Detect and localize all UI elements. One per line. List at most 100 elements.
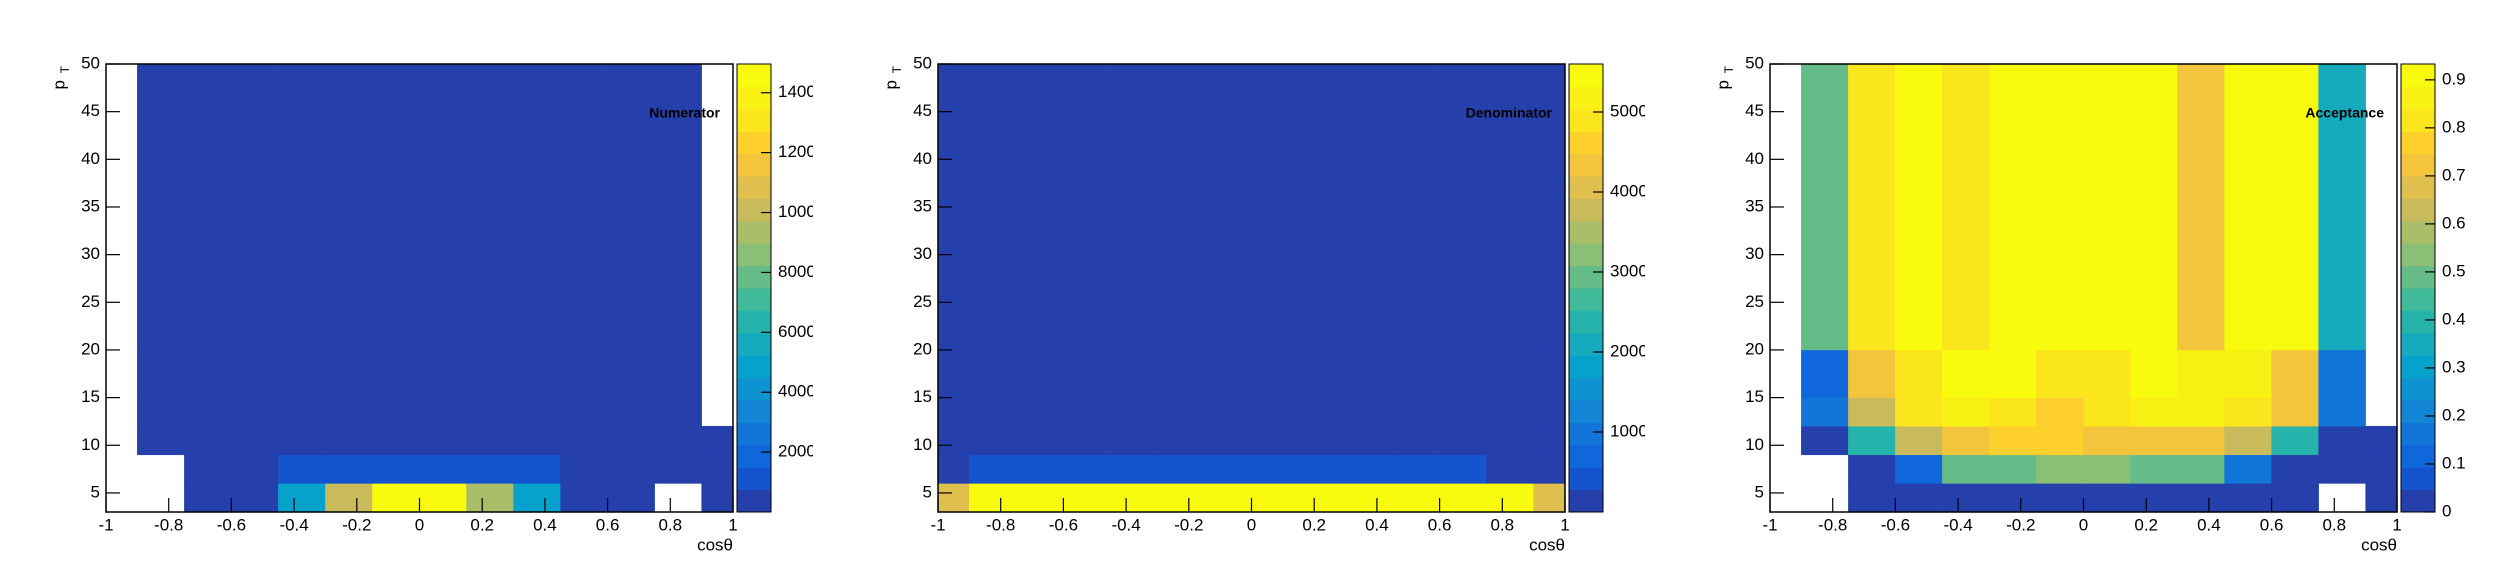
cell (1016, 349, 1064, 398)
x-tick-label: 0.4 (533, 515, 557, 534)
cell (278, 483, 326, 513)
cell (2083, 425, 2131, 456)
cell (184, 63, 232, 351)
x-axis-label: cosθ (1529, 535, 1565, 554)
cell (1895, 425, 1943, 456)
palette-band (1569, 467, 1603, 491)
y-axis-label: p (1713, 80, 1732, 89)
z-tick-label: 0.5 (2442, 261, 2466, 280)
z-tick-label: 40000 (1610, 181, 1657, 200)
palette-band (737, 265, 771, 289)
cell (1157, 397, 1205, 427)
palette-band (1569, 86, 1603, 110)
z-tick-label: 30000 (1610, 261, 1657, 280)
y-tick-label: 40 (913, 149, 932, 168)
cell (466, 483, 514, 513)
y-tick-label: 40 (81, 149, 100, 168)
x-tick-label: -1 (98, 515, 113, 534)
cell (2224, 483, 2272, 513)
palette-band (737, 422, 771, 446)
palette-band (1569, 310, 1603, 334)
cell (2271, 397, 2319, 427)
x-tick-label: -0.4 (1111, 515, 1140, 534)
palette-frame (2400, 63, 2436, 513)
y-tick-label: 25 (1745, 292, 1764, 311)
cell (937, 483, 970, 513)
cell (1345, 397, 1393, 427)
x-tick-label: 0.6 (2260, 515, 2284, 534)
z-tick-label: 2000 (778, 442, 816, 461)
cell (1016, 454, 1064, 484)
cell (1989, 397, 2037, 427)
x-tick-label: -0.2 (1174, 515, 1203, 534)
cell (513, 63, 561, 351)
palette-band (2401, 153, 2435, 177)
x-tick-label: -0.4 (279, 515, 308, 534)
y-tick-label: 5 (91, 482, 100, 501)
cell (560, 425, 608, 456)
x-tick-label: 0.6 (1428, 515, 1452, 534)
cell (278, 63, 326, 351)
palette-band (737, 444, 771, 468)
x-tick-label: -1 (1762, 515, 1777, 534)
palette-band (2401, 377, 2435, 401)
z-tick-label: 14000 (778, 82, 825, 101)
z-tick-label: 20000 (1610, 341, 1657, 360)
cell (1251, 63, 1299, 351)
cell (372, 483, 420, 513)
cell (1157, 454, 1205, 484)
cell (137, 349, 185, 398)
cell (1942, 483, 1990, 513)
palette-band (2401, 176, 2435, 199)
cell (466, 425, 514, 456)
chart-title: Numerator (649, 105, 720, 121)
cell (1016, 63, 1064, 351)
cell (2318, 63, 2366, 351)
cell (1110, 454, 1158, 484)
palette-band (2401, 243, 2435, 267)
panel: -1 -0.8 -0.6 -0.4 -0.2 0 0.2 0.4 0.6 0.8 151015202… (1713, 53, 2465, 554)
cell (969, 454, 1017, 484)
cell (1942, 397, 1990, 427)
cell (969, 425, 1017, 456)
cell (2177, 63, 2225, 351)
y-tick-label: 10 (913, 435, 932, 454)
cell (560, 483, 608, 513)
palette-band (2401, 198, 2435, 222)
cell (2036, 454, 2084, 484)
z-tick-label: 0 (2442, 501, 2451, 520)
y-tick-label: 45 (1745, 101, 1764, 120)
palette-band (737, 176, 771, 199)
cell (419, 63, 467, 351)
palette-band (1569, 400, 1603, 423)
palette-band (2401, 332, 2435, 356)
z-tick-label: 0.7 (2442, 165, 2466, 184)
cell (607, 397, 655, 427)
z-tick-label: 0.2 (2442, 405, 2466, 424)
cell (1016, 483, 1064, 513)
cell (1533, 397, 1566, 427)
cell (560, 349, 608, 398)
cell (1439, 397, 1487, 427)
cell (1392, 454, 1440, 484)
palette-band (737, 489, 771, 513)
cell (1801, 397, 1849, 427)
cell (560, 397, 608, 427)
palette-band (2401, 131, 2435, 155)
cell (1110, 349, 1158, 398)
cell (419, 397, 467, 427)
cell (1345, 454, 1393, 484)
cell (1110, 425, 1158, 456)
cell (2365, 454, 2398, 484)
palette-band (1569, 198, 1603, 222)
z-labels: 2000 4000 6000 8000 10000 12000 14000 (778, 82, 825, 461)
cell (419, 483, 467, 513)
cell (1942, 349, 1990, 398)
y-tick-label: 5 (1755, 482, 1764, 501)
cell (1989, 63, 2037, 351)
z-tick-label: 4000 (778, 382, 816, 401)
cell (513, 425, 561, 456)
z-tick-label: 10000 (778, 202, 825, 221)
x-tick-label: 1 (2392, 515, 2401, 534)
y-tick-label: 20 (1745, 339, 1764, 358)
